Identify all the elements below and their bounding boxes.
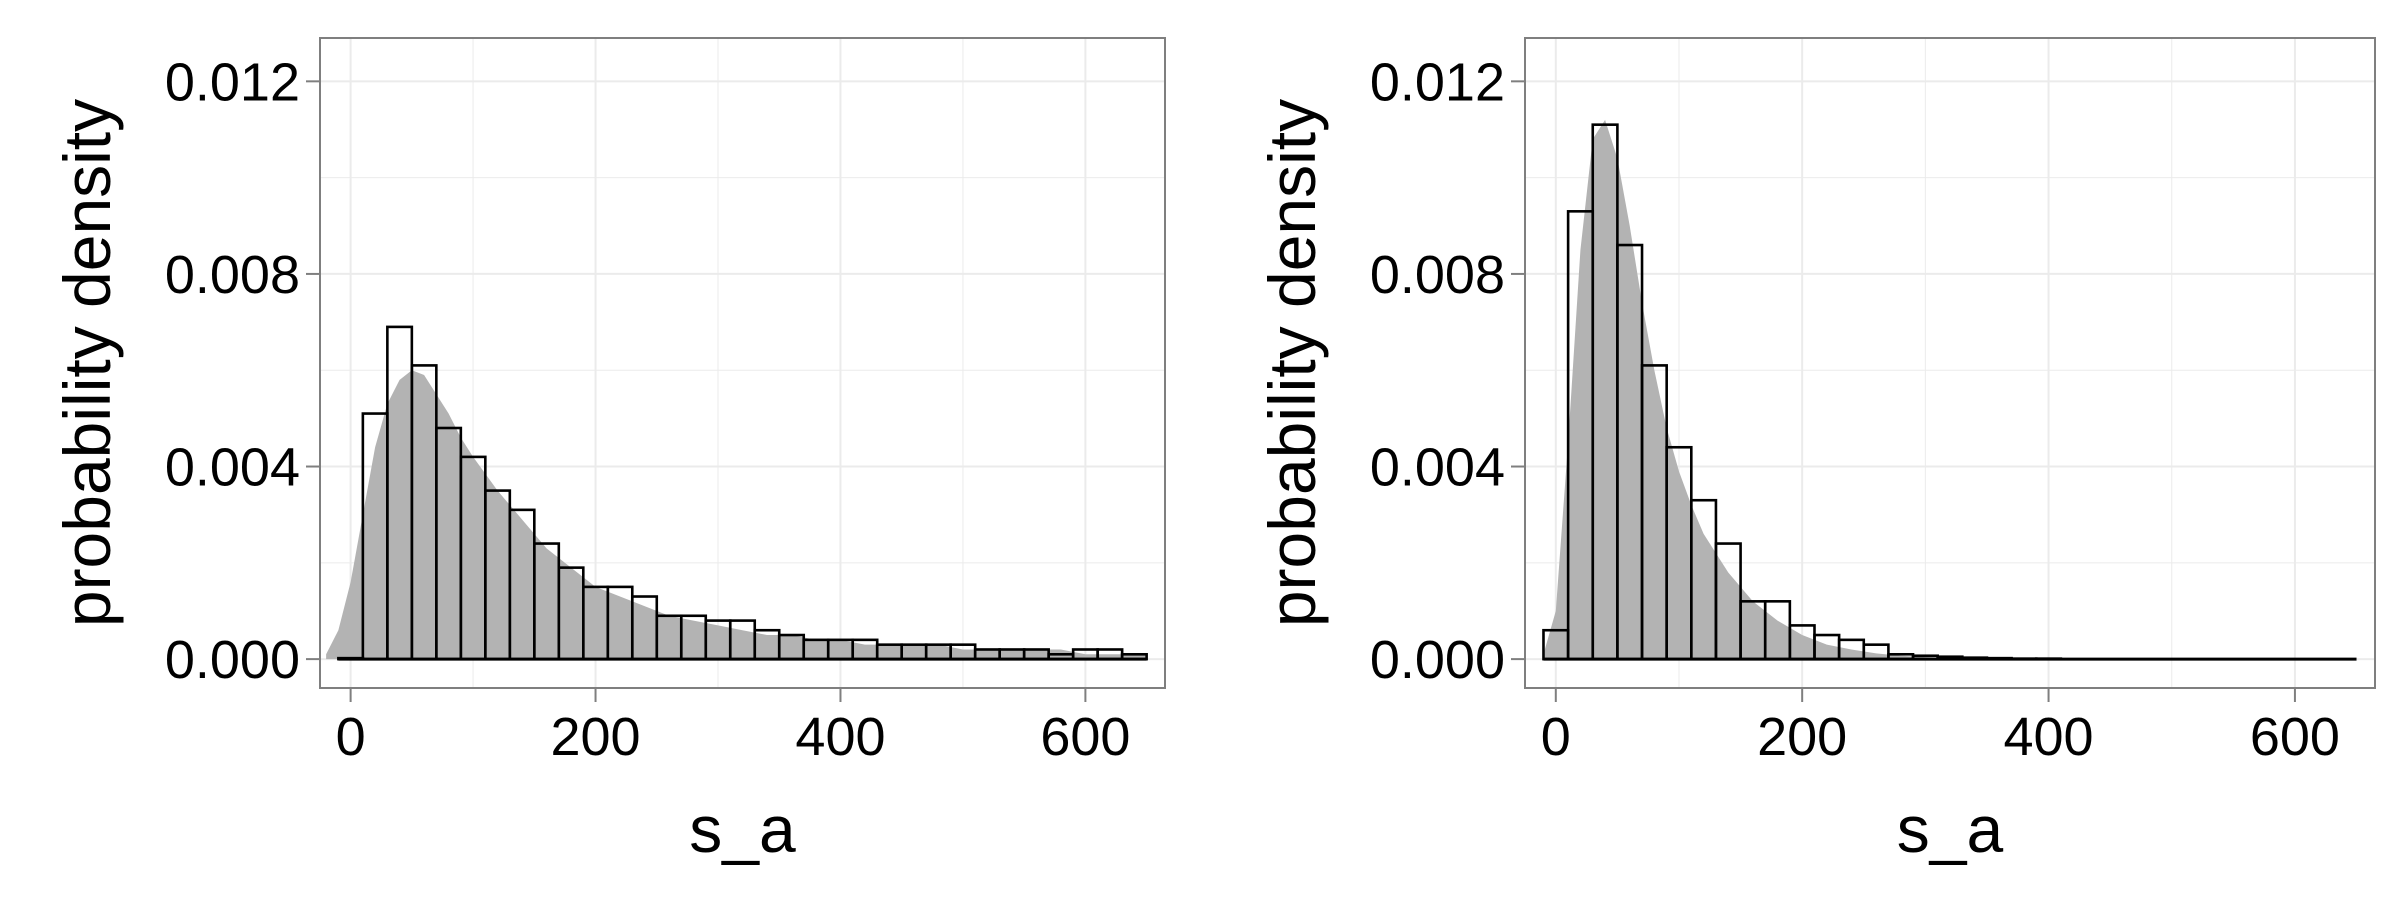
left-density-curve — [326, 370, 1147, 660]
left-x-axis-title: s_a — [689, 792, 796, 866]
right-y-tick-label: 0.008 — [1370, 245, 1505, 305]
right-y-axis-title: probability density — [1255, 99, 1329, 627]
left-y-tick-label: 0.000 — [165, 630, 300, 690]
right-x-axis-title: s_a — [1897, 792, 2004, 866]
left-x-tick-label: 600 — [1040, 707, 1130, 767]
right-x-tick-label: 400 — [2003, 707, 2093, 767]
right-y-tick-label: 0.004 — [1370, 438, 1505, 498]
left-y-axis-title: probability density — [50, 99, 124, 627]
left-x-tick-label: 200 — [550, 707, 640, 767]
left-y-tick-label: 0.008 — [165, 245, 300, 305]
right-x-tick-label: 600 — [2250, 707, 2340, 767]
left-x-tick-label: 0 — [336, 707, 366, 767]
right-y-axis: 0.000 0.004 0.008 0.012 — [1370, 52, 1525, 690]
left-y-tick-label: 0.012 — [165, 52, 300, 112]
left-y-axis: 0.000 0.004 0.008 0.012 — [165, 52, 320, 690]
right-y-tick-label: 0.012 — [1370, 52, 1505, 112]
right-density-curve — [1543, 119, 1975, 660]
left-x-tick-label: 400 — [795, 707, 885, 767]
right-x-tick-label: 0 — [1541, 707, 1571, 767]
right-x-axis: 0 200 400 600 — [1541, 688, 2340, 767]
left-x-axis: 0 200 400 600 — [336, 688, 1130, 767]
right-x-tick-label: 200 — [1757, 707, 1847, 767]
right-y-tick-label: 0.000 — [1370, 630, 1505, 690]
right-chart: 0 200 400 600 0.000 0.004 0.008 0.012 s_a prob… — [1255, 37, 2376, 866]
right-panel-border — [1524, 37, 2376, 689]
left-y-tick-label: 0.004 — [165, 438, 300, 498]
left-chart: 0 200 400 600 0.000 0.004 0.008 0.012 s_a prob… — [50, 37, 1166, 866]
left-panel-border — [319, 37, 1166, 689]
